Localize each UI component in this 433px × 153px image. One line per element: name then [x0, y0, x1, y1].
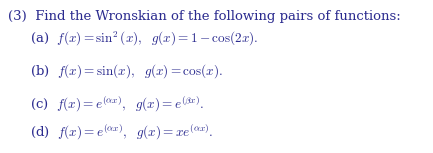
Text: (b)  $f(x) = \sin(x),\ \ g(x) = \cos(x).$: (b) $f(x) = \sin(x),\ \ g(x) = \cos(x).$: [30, 62, 223, 80]
Text: (3)  Find the Wronskian of the following pairs of functions:: (3) Find the Wronskian of the following …: [8, 10, 401, 23]
Text: (d)  $f(x) = e^{(\alpha x)},\ \ g(x) = xe^{(\alpha x)}.$: (d) $f(x) = e^{(\alpha x)},\ \ g(x) = xe…: [30, 122, 213, 142]
Text: (a)  $f(x) = \sin^{2}(x),\ \ g(x) = 1 - \cos(2x).$: (a) $f(x) = \sin^{2}(x),\ \ g(x) = 1 - \…: [30, 30, 259, 48]
Text: (c)  $f(x) = e^{(\alpha x)},\ \ g(x) = e^{(\beta x)}.$: (c) $f(x) = e^{(\alpha x)},\ \ g(x) = e^…: [30, 94, 204, 114]
